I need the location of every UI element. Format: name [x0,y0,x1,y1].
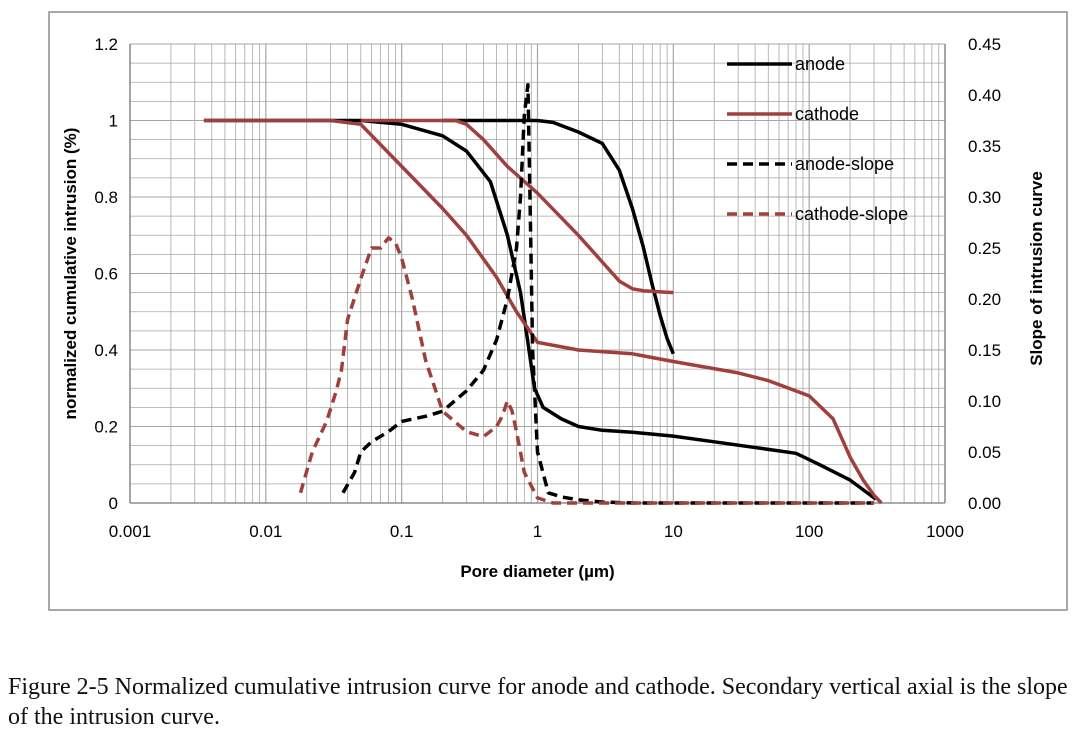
x-tick-label: 0.1 [390,522,414,541]
y-tick-label: 1.2 [94,35,118,54]
y2-tick-label: 0.35 [968,137,1001,156]
y2-tick-label: 0.40 [968,86,1001,105]
series-line-cathode [203,118,883,505]
series-line-cathode [360,118,674,295]
y2-tick-label: 0.20 [968,290,1001,309]
y2-tick-label: 0.30 [968,188,1001,207]
y-tick-label: 0.2 [94,418,118,437]
y-tick-label: 1 [109,112,118,131]
x-tick-label: 10 [664,522,683,541]
y-axis-title: normalized cumulative intrusion (%) [61,128,80,420]
x-tick-label: 1 [533,522,542,541]
y-tick-label: 0.4 [94,341,118,360]
x-tick-label: 1000 [926,522,964,541]
y-tick-label: 0.8 [94,188,118,207]
y2-axis-title: Slope of intrusion curve [1027,171,1046,366]
x-axis-title: Pore diameter (µm) [460,562,614,581]
series-line-anode-slope [341,83,874,505]
y-tick-label: 0 [109,494,118,513]
y2-tick-label: 0.00 [968,494,1001,513]
y2-tick-label: 0.25 [968,239,1001,258]
intrusion-chart: 0.001 0.01 0.1 1 10 100 1000 0 0.2 0.4 0.6 0.8 1 1.2 0… [48,11,1068,611]
series-line-cathode-slope [298,236,874,505]
y2-tick-label: 0.45 [968,35,1001,54]
x-tick-label: 0.01 [249,522,282,541]
series-line-anode [203,118,877,501]
x-tick-label: 100 [795,522,823,541]
y-tick-label: 0.6 [94,265,118,284]
series-line-anode [442,118,675,355]
legend-label-anode-slope: anode-slope [795,154,894,174]
legend-label-anode: anode [795,54,845,74]
legend-label-cathode: cathode [795,104,859,124]
chart-container: 0.001 0.01 0.1 1 10 100 1000 0 0.2 0.4 0.6 0.8 1 1.2 0… [48,11,1068,611]
y2-tick-label: 0.15 [968,341,1001,360]
y2-tick-label: 0.10 [968,392,1001,411]
x-tick-label: 0.001 [109,522,152,541]
y2-tick-label: 0.05 [968,443,1001,462]
chart-outer-frame [48,11,1068,611]
legend-label-cathode-slope: cathode-slope [795,204,908,224]
figure-caption: Figure 2-5 Normalized cumulative intrusi… [8,674,1068,730]
